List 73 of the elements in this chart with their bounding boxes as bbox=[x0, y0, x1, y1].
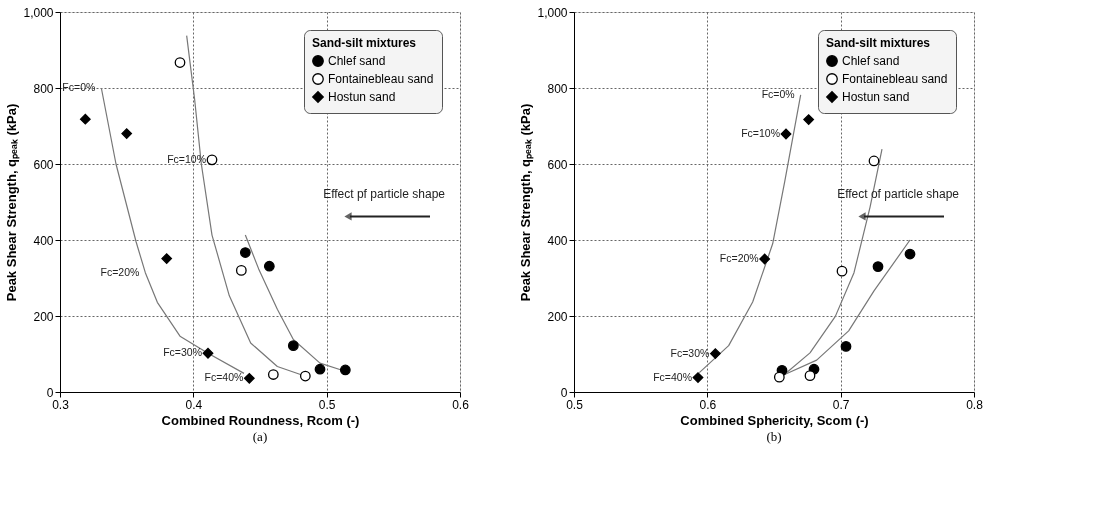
point bbox=[235, 265, 247, 276]
point bbox=[872, 261, 884, 272]
x-tick-label: 0.3 bbox=[52, 397, 70, 412]
legend-label: Hostun sand bbox=[328, 90, 396, 104]
point bbox=[339, 364, 351, 376]
x-tick-label: 0.8 bbox=[966, 397, 984, 412]
x-axis-title: Combined Roundness, Rcom (-) bbox=[161, 412, 360, 428]
point bbox=[174, 57, 186, 68]
point bbox=[206, 154, 218, 166]
y-tick-label: 0 bbox=[560, 385, 568, 400]
y-tick-label: 400 bbox=[33, 233, 54, 248]
annotation: Fc=0% bbox=[62, 81, 96, 93]
annotation: Fc=40% bbox=[204, 371, 244, 384]
point bbox=[161, 253, 173, 265]
annotation: Fc=40% bbox=[653, 370, 692, 383]
y-tick-label: 200 bbox=[33, 309, 54, 324]
x-axis-title: Combined Sphericity, Scom (-) bbox=[680, 412, 869, 428]
point bbox=[239, 247, 251, 258]
annotation: Fc=10% bbox=[167, 152, 206, 165]
x-tick-label: 0.4 bbox=[185, 397, 203, 412]
point bbox=[840, 341, 852, 352]
annotation: Fc=0% bbox=[761, 87, 795, 100]
annotation: Fc=10% bbox=[741, 126, 780, 139]
point bbox=[836, 265, 848, 277]
x-tick-label: 0.6 bbox=[452, 397, 470, 412]
x-tick-label: 0.6 bbox=[699, 397, 717, 412]
y-axis-title: Peak Shear Strength, qₚₑₐₖ (kPa) bbox=[4, 103, 21, 302]
x-tick-label: 0.7 bbox=[832, 397, 850, 412]
annotation: Fc=20% bbox=[100, 265, 140, 278]
legend-label: Fontainebleau sand bbox=[842, 72, 948, 86]
y-tick-label: 400 bbox=[547, 233, 568, 248]
annotation: Effect pf particle shape bbox=[323, 187, 446, 202]
point bbox=[804, 370, 816, 382]
point bbox=[314, 363, 326, 375]
point bbox=[868, 155, 880, 167]
y-tick-label: 800 bbox=[547, 81, 568, 96]
y-tick-label: 1,000 bbox=[537, 5, 568, 20]
x-tick-label: 0.5 bbox=[566, 397, 584, 412]
point bbox=[803, 114, 815, 125]
point bbox=[263, 260, 275, 272]
y-tick-label: 600 bbox=[33, 157, 54, 172]
point bbox=[773, 371, 785, 383]
legend-label: Chlef sand bbox=[328, 54, 386, 68]
y-tick-label: 600 bbox=[547, 157, 568, 172]
point bbox=[243, 372, 255, 384]
y-tick-label: 200 bbox=[547, 309, 568, 324]
y-tick-label: 800 bbox=[33, 81, 54, 96]
annotation: Effect of particle shape bbox=[837, 187, 960, 202]
point bbox=[79, 113, 91, 125]
legend-title: Sand-silt mixtures bbox=[312, 36, 417, 50]
annotation: Fc=30% bbox=[163, 346, 202, 359]
y-axis-title: Peak Shear Strength, qₚₑₐₖ (kPa) bbox=[518, 103, 535, 302]
legend-title: Sand-silt mixtures bbox=[826, 36, 931, 50]
y-tick-label: 1,000 bbox=[23, 5, 54, 20]
point bbox=[759, 253, 771, 265]
point bbox=[299, 370, 311, 382]
point bbox=[267, 369, 279, 380]
text: (b) bbox=[766, 429, 782, 444]
point bbox=[709, 348, 721, 360]
point bbox=[904, 248, 916, 260]
point bbox=[202, 347, 214, 359]
point bbox=[121, 128, 133, 139]
legend-label: Hostun sand bbox=[842, 90, 910, 104]
point bbox=[692, 372, 704, 383]
legend-label: Fontainebleau sand bbox=[328, 72, 434, 86]
point bbox=[780, 128, 792, 140]
legend-label: Chlef sand bbox=[842, 54, 900, 68]
y-tick-label: 0 bbox=[46, 385, 54, 400]
annotation: Fc=30% bbox=[670, 346, 710, 359]
annotation: Fc=20% bbox=[719, 252, 759, 264]
point bbox=[287, 340, 299, 352]
text: (a) bbox=[252, 429, 268, 444]
x-tick-label: 0.5 bbox=[318, 397, 336, 412]
